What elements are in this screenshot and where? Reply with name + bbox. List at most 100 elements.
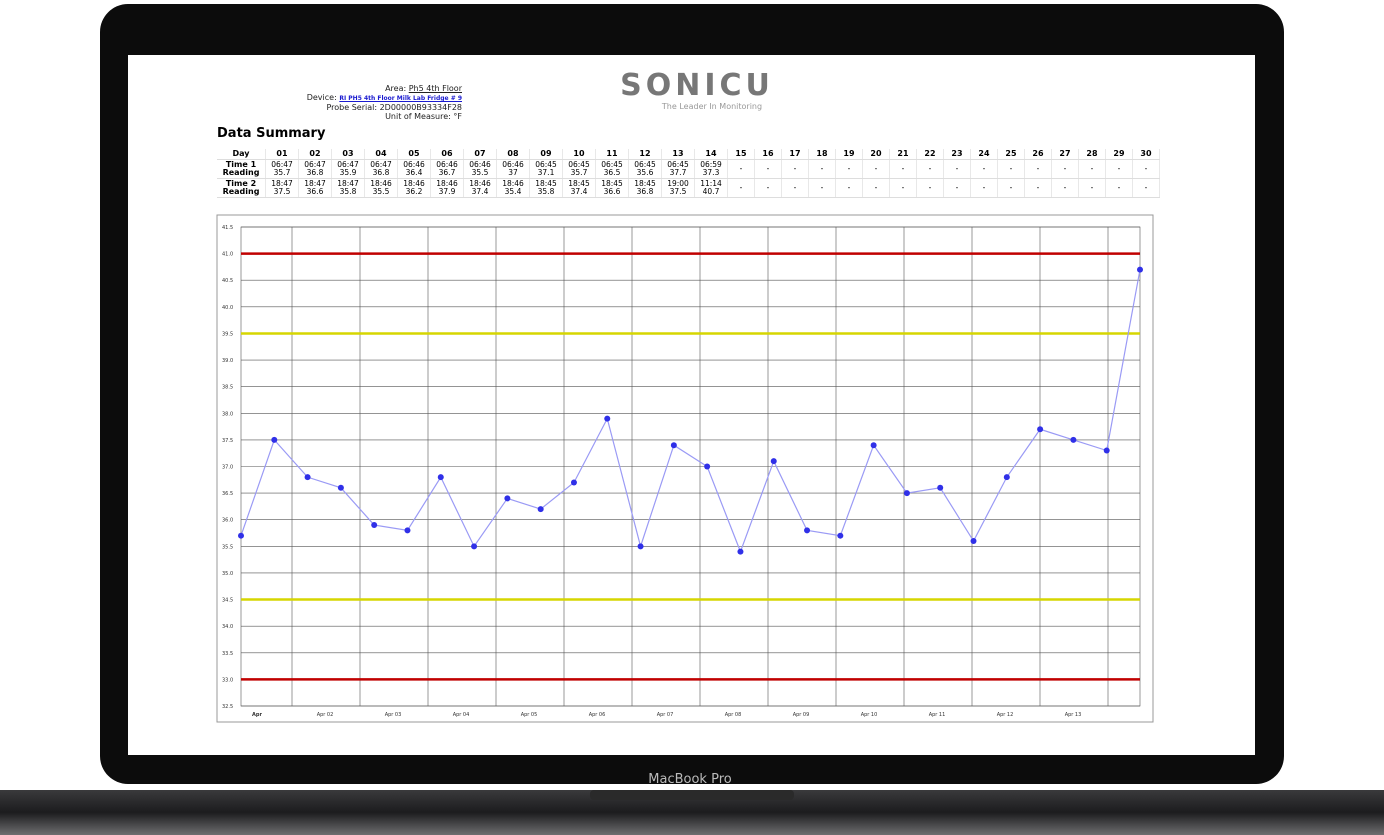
cell: - [755,160,782,179]
header: Area: Ph5 4th Floor Device: RI PH5 4th F… [250,84,462,121]
point [504,495,510,501]
x-tick-label: Apr 05 [521,712,538,718]
y-tick-label: 33.5 [222,651,233,657]
point [971,538,977,544]
cell: 18:4536.6 [596,179,629,198]
cell-line: 36.8 [299,169,331,177]
cell-line: - [1133,184,1159,192]
cell-line: - [1052,184,1078,192]
device-link[interactable]: RI PH5 4th Floor Milk Lab Fridge # 9 [339,95,462,102]
header-cell: 30 [1133,149,1160,160]
cell-line: - [755,184,781,192]
label: Unit of Measure: [385,112,451,121]
point [438,474,444,480]
logo: SONICUThe Leader In Monitoring [617,70,777,111]
cell: - [863,179,890,198]
cell: - [863,160,890,179]
header-cell: 02 [299,149,332,160]
cell: 06:4535.7 [563,160,596,179]
y-tick-label: 37.0 [222,465,233,471]
y-tick-label: 41.5 [222,225,233,231]
cell-line: 37.9 [431,188,463,196]
logo-name: SONICU [617,70,777,102]
point [638,543,644,549]
y-tick-label: 35.5 [222,544,233,550]
point [1104,448,1110,454]
device-row: Device: RI PH5 4th Floor Milk Lab Fridge… [250,93,462,103]
cell-line: 37.5 [662,188,694,196]
cell: 18:4636.2 [398,179,431,198]
cell: - [1025,179,1052,198]
label: Area: [385,84,406,93]
header-cell: 18 [809,149,836,160]
laptop: MacBook Pro 32.533.033.534.034.535.035.5… [0,0,1384,835]
point [604,416,610,422]
cell-line: 37.1 [530,169,562,177]
point [305,474,311,480]
cell-line: 35.9 [332,169,364,177]
cell-line: - [890,184,916,192]
unit-row: Unit of Measure: °F [250,112,462,121]
point [404,527,410,533]
cell-line: - [1106,184,1132,192]
cell-line: - [728,184,754,192]
cell-line: - [971,165,997,173]
cell: - [1133,179,1160,198]
y-tick-label: 33.0 [222,677,233,683]
y-tick-label: 37.5 [222,438,233,444]
cell: 19:0037.5 [662,179,695,198]
cell-line: 37.7 [662,169,694,177]
cell-line: 40.7 [695,188,727,196]
header-cell: 22 [917,149,944,160]
cell-line: - [836,165,862,173]
cell-line: 36.8 [629,188,661,196]
x-tick-label: Apr [252,712,262,718]
header-cell: 28 [1079,149,1106,160]
cell-line: - [728,165,754,173]
header-cell: 07 [464,149,497,160]
header-cell: 08 [497,149,530,160]
cell: - [1106,179,1133,198]
cell-line: 37.5 [266,188,298,196]
cell-line: - [863,184,889,192]
cell-line: - [917,165,943,173]
cell: - [728,160,755,179]
cell: 06:4537.7 [662,160,695,179]
cell-line: 35.7 [563,169,595,177]
header-cell: 29 [1106,149,1133,160]
x-tick-label: Apr 12 [997,712,1014,718]
cell: - [971,179,998,198]
point [771,458,777,464]
cell-line: 37.4 [464,188,496,196]
cell-line: 36.8 [365,169,397,177]
header-cell: 05 [398,149,431,160]
area: Ph5 4th Floor [409,84,462,93]
probe: 2D00000B93334F28 [380,103,462,112]
cell: - [971,160,998,179]
point [1137,267,1143,273]
cell: 18:4635.4 [497,179,530,198]
header-cell: 19 [836,149,863,160]
cell: - [1079,179,1106,198]
cell: - [1133,160,1160,179]
header-cell: 09 [530,149,563,160]
point [238,533,244,539]
cell-line: - [971,184,997,192]
point [571,479,577,485]
cell-line: - [944,184,970,192]
cell: - [809,179,836,198]
cell: - [917,160,944,179]
cell-line: 35.8 [530,188,562,196]
point [704,464,710,470]
y-tick-label: 34.5 [222,598,233,604]
y-tick-label: 36.0 [222,518,233,524]
cell-line: - [1079,184,1105,192]
cell: 18:4536.8 [629,179,662,198]
